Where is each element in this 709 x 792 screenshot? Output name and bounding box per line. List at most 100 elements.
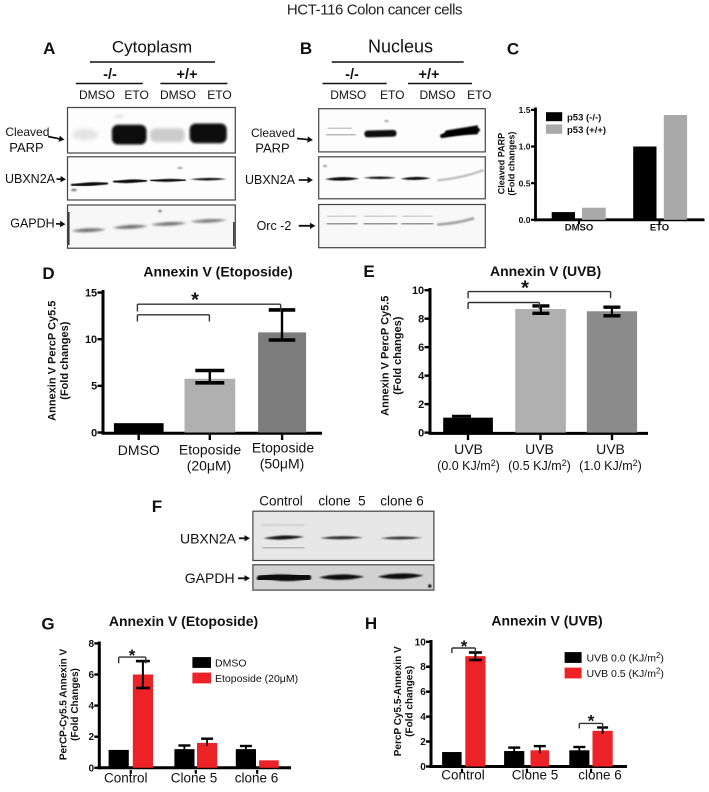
svg-text:UVB: UVB <box>525 441 554 457</box>
svg-text:Annexin V (Etoposide): Annexin V (Etoposide) <box>143 264 292 280</box>
svg-text:10: 10 <box>85 334 97 346</box>
svg-text:UVB: UVB <box>596 441 625 457</box>
svg-text:UVB 0.5 (KJ/m2): UVB 0.5 (KJ/m2) <box>587 667 664 681</box>
svg-text:DMSO: DMSO <box>79 88 115 102</box>
svg-text:4: 4 <box>89 701 95 712</box>
svg-text:(50μM): (50μM) <box>260 456 305 472</box>
svg-text:Cleaved: Cleaved <box>5 125 49 139</box>
svg-text:*: * <box>129 646 136 665</box>
svg-text:-/-: -/- <box>345 67 359 83</box>
svg-text:Cleaved: Cleaved <box>251 126 295 140</box>
svg-text:PARP: PARP <box>9 140 43 155</box>
svg-text:Cytoplasm: Cytoplasm <box>112 38 192 57</box>
svg-text:(20μM): (20μM) <box>187 458 232 474</box>
svg-text:UBXN2A: UBXN2A <box>245 173 296 187</box>
svg-text:8: 8 <box>89 639 95 650</box>
svg-text:GAPDH: GAPDH <box>185 570 235 586</box>
svg-text:-/-: -/- <box>103 67 117 83</box>
svg-text:UVB: UVB <box>454 441 483 457</box>
svg-text:DMSO: DMSO <box>420 88 456 102</box>
svg-text:(Fold Changes): (Fold Changes) <box>70 668 81 741</box>
svg-text:0: 0 <box>420 762 426 773</box>
svg-text:0.5: 0.5 <box>519 178 531 188</box>
svg-text:*: * <box>461 637 468 656</box>
svg-text:D: D <box>42 264 54 283</box>
svg-text:2: 2 <box>420 737 426 748</box>
svg-text:clone 6: clone 6 <box>380 494 424 509</box>
svg-text:B: B <box>300 39 312 58</box>
svg-text:UVB 0.0 (KJ/m2): UVB 0.0 (KJ/m2) <box>587 651 664 665</box>
svg-text:0: 0 <box>89 763 95 774</box>
svg-text:ETO: ETO <box>207 88 231 102</box>
svg-text:C: C <box>507 40 519 59</box>
svg-text:HCT-116 Colon cancer cells: HCT-116 Colon cancer cells <box>287 2 462 19</box>
svg-text:ETO: ETO <box>467 88 491 102</box>
svg-text:Annexin V (UVB): Annexin V (UVB) <box>490 263 601 279</box>
svg-text:Cleaved PARP: Cleaved PARP <box>497 133 507 194</box>
svg-text:(Fold changes): (Fold changes) <box>392 316 404 395</box>
svg-text:DMSO: DMSO <box>215 658 247 670</box>
svg-text:p53 (-/-): p53 (-/-) <box>567 113 601 124</box>
svg-text:DMSO: DMSO <box>160 88 196 102</box>
svg-text:PercP Cy5.5-Annexin V: PercP Cy5.5-Annexin V <box>393 646 404 756</box>
svg-text:PerCP-Cy5.5 Annexin V: PerCP-Cy5.5 Annexin V <box>59 649 70 761</box>
svg-text:1.0: 1.0 <box>519 142 531 152</box>
svg-text:DMSO: DMSO <box>330 88 366 102</box>
svg-text:DMSO: DMSO <box>118 442 160 458</box>
svg-text:Annexin V (Etoposide): Annexin V (Etoposide) <box>109 613 258 629</box>
svg-text:10: 10 <box>415 637 427 648</box>
svg-text:10: 10 <box>412 285 424 297</box>
svg-text:GAPDH: GAPDH <box>10 217 54 231</box>
svg-text:15: 15 <box>85 287 97 299</box>
svg-text:(0.0 KJ/m2): (0.0 KJ/m2) <box>437 458 500 473</box>
svg-text:*: * <box>588 712 595 731</box>
svg-text:Nucleus: Nucleus <box>368 37 433 57</box>
svg-text:clone 6: clone 6 <box>578 768 622 783</box>
svg-text:Orc -2: Orc -2 <box>257 219 292 233</box>
svg-text:Etoposide (20μM): Etoposide (20μM) <box>215 673 298 685</box>
svg-text:0: 0 <box>91 427 97 439</box>
svg-text:4: 4 <box>418 370 425 382</box>
svg-text:Control: Control <box>104 771 148 786</box>
svg-text:(Fold changes): (Fold changes) <box>507 132 517 196</box>
svg-text:Etoposide: Etoposide <box>252 440 314 456</box>
svg-text:E: E <box>363 262 374 281</box>
svg-text:Annexin V PercP Cy5.5: Annexin V PercP Cy5.5 <box>47 301 59 421</box>
svg-text:(0.5 KJ/m2): (0.5 KJ/m2) <box>508 458 571 473</box>
svg-text:+/+: +/+ <box>419 67 440 83</box>
svg-text:+/+: +/+ <box>177 67 198 83</box>
svg-text:*: * <box>521 278 529 300</box>
svg-text:p53 (+/+): p53 (+/+) <box>567 125 606 136</box>
svg-text:ETO: ETO <box>380 88 404 102</box>
svg-text:8: 8 <box>420 662 426 673</box>
svg-text:H: H <box>365 614 377 633</box>
svg-text:(1.0 KJ/m2): (1.0 KJ/m2) <box>579 458 642 473</box>
svg-text:ETO: ETO <box>650 223 669 234</box>
svg-text:UBXN2A: UBXN2A <box>180 531 237 547</box>
svg-text:PARP: PARP <box>255 141 289 156</box>
svg-text:Annexin V PercP Cy5.5: Annexin V PercP Cy5.5 <box>380 296 392 416</box>
svg-text:2: 2 <box>418 399 424 411</box>
svg-text:1.5: 1.5 <box>519 105 531 115</box>
svg-text:6: 6 <box>420 687 426 698</box>
svg-text:5: 5 <box>91 381 97 393</box>
svg-text:0.0: 0.0 <box>519 215 531 225</box>
svg-text:F: F <box>152 497 162 516</box>
svg-text:clone 6: clone 6 <box>235 771 279 786</box>
svg-text:UBXN2A: UBXN2A <box>5 172 56 186</box>
svg-text:Etoposide: Etoposide <box>179 442 241 458</box>
svg-text:Control: Control <box>441 768 485 783</box>
svg-text:(Fold changes): (Fold changes) <box>405 666 416 737</box>
svg-text:Clone 5: Clone 5 <box>512 768 559 783</box>
svg-text:2: 2 <box>89 732 95 743</box>
svg-text:Annexin V (UVB): Annexin V (UVB) <box>491 613 602 629</box>
svg-text:A: A <box>43 39 55 58</box>
svg-text:(Fold changes): (Fold changes) <box>59 321 71 400</box>
svg-text:6: 6 <box>89 670 95 681</box>
svg-text:Control: Control <box>259 494 303 509</box>
svg-text:0: 0 <box>418 427 424 439</box>
svg-text:6: 6 <box>418 342 424 354</box>
svg-text:Clone 5: Clone 5 <box>171 771 218 786</box>
svg-text:4: 4 <box>420 712 426 723</box>
svg-text:ETO: ETO <box>124 88 148 102</box>
